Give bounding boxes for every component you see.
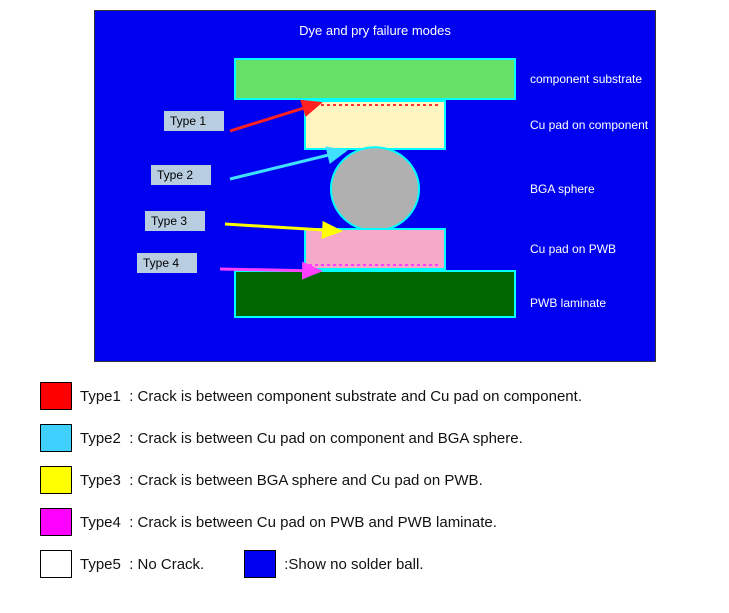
legend-row-type3: Type3 : Crack is between BGA sphere and … — [40, 466, 729, 494]
failure-modes-diagram: Dye and pry failure modes component subst… — [95, 11, 655, 361]
legend-text-type3: Type3 : Crack is between BGA sphere and … — [80, 472, 483, 489]
swatch-type4 — [40, 508, 72, 536]
legend-text-type1: Type1 : Crack is between component subst… — [80, 388, 582, 405]
legend-text-type4: Type4 : Crack is between Cu pad on PWB a… — [80, 514, 497, 531]
swatch-type3 — [40, 466, 72, 494]
svg-text:Cu pad on PWB: Cu pad on PWB — [530, 242, 616, 256]
diagram-container: Dye and pry failure modes component subst… — [94, 10, 656, 362]
svg-text:Dye and pry failure modes: Dye and pry failure modes — [299, 23, 451, 38]
legend-row-type4: Type4 : Crack is between Cu pad on PWB a… — [40, 508, 729, 536]
svg-text:BGA sphere: BGA sphere — [530, 182, 595, 196]
legend-row-type2: Type2 : Crack is between Cu pad on compo… — [40, 424, 729, 452]
legend-row-type5: Type5 : No Crack. :Show no solder ball. — [40, 550, 729, 578]
swatch-type2 — [40, 424, 72, 452]
legend-text-type5: Type5 : No Crack. — [80, 556, 204, 573]
svg-text:Type 1: Type 1 — [170, 114, 206, 128]
legend-text-type2: Type2 : Crack is between Cu pad on compo… — [80, 430, 523, 447]
swatch-type1 — [40, 382, 72, 410]
svg-text:PWB laminate: PWB laminate — [530, 296, 606, 310]
svg-text:component substrate: component substrate — [530, 72, 642, 86]
swatch-no-solder — [244, 550, 276, 578]
legend: Type1 : Crack is between component subst… — [40, 382, 729, 578]
legend-row-type1: Type1 : Crack is between component subst… — [40, 382, 729, 410]
svg-text:Type 4: Type 4 — [143, 256, 179, 270]
legend-text-no-solder: :Show no solder ball. — [284, 556, 423, 573]
swatch-type5 — [40, 550, 72, 578]
svg-text:Cu pad on component: Cu pad on component — [530, 118, 649, 132]
svg-text:Type 2: Type 2 — [157, 168, 193, 182]
svg-text:Type 3: Type 3 — [151, 214, 187, 228]
legend-extra: :Show no solder ball. — [244, 550, 423, 578]
